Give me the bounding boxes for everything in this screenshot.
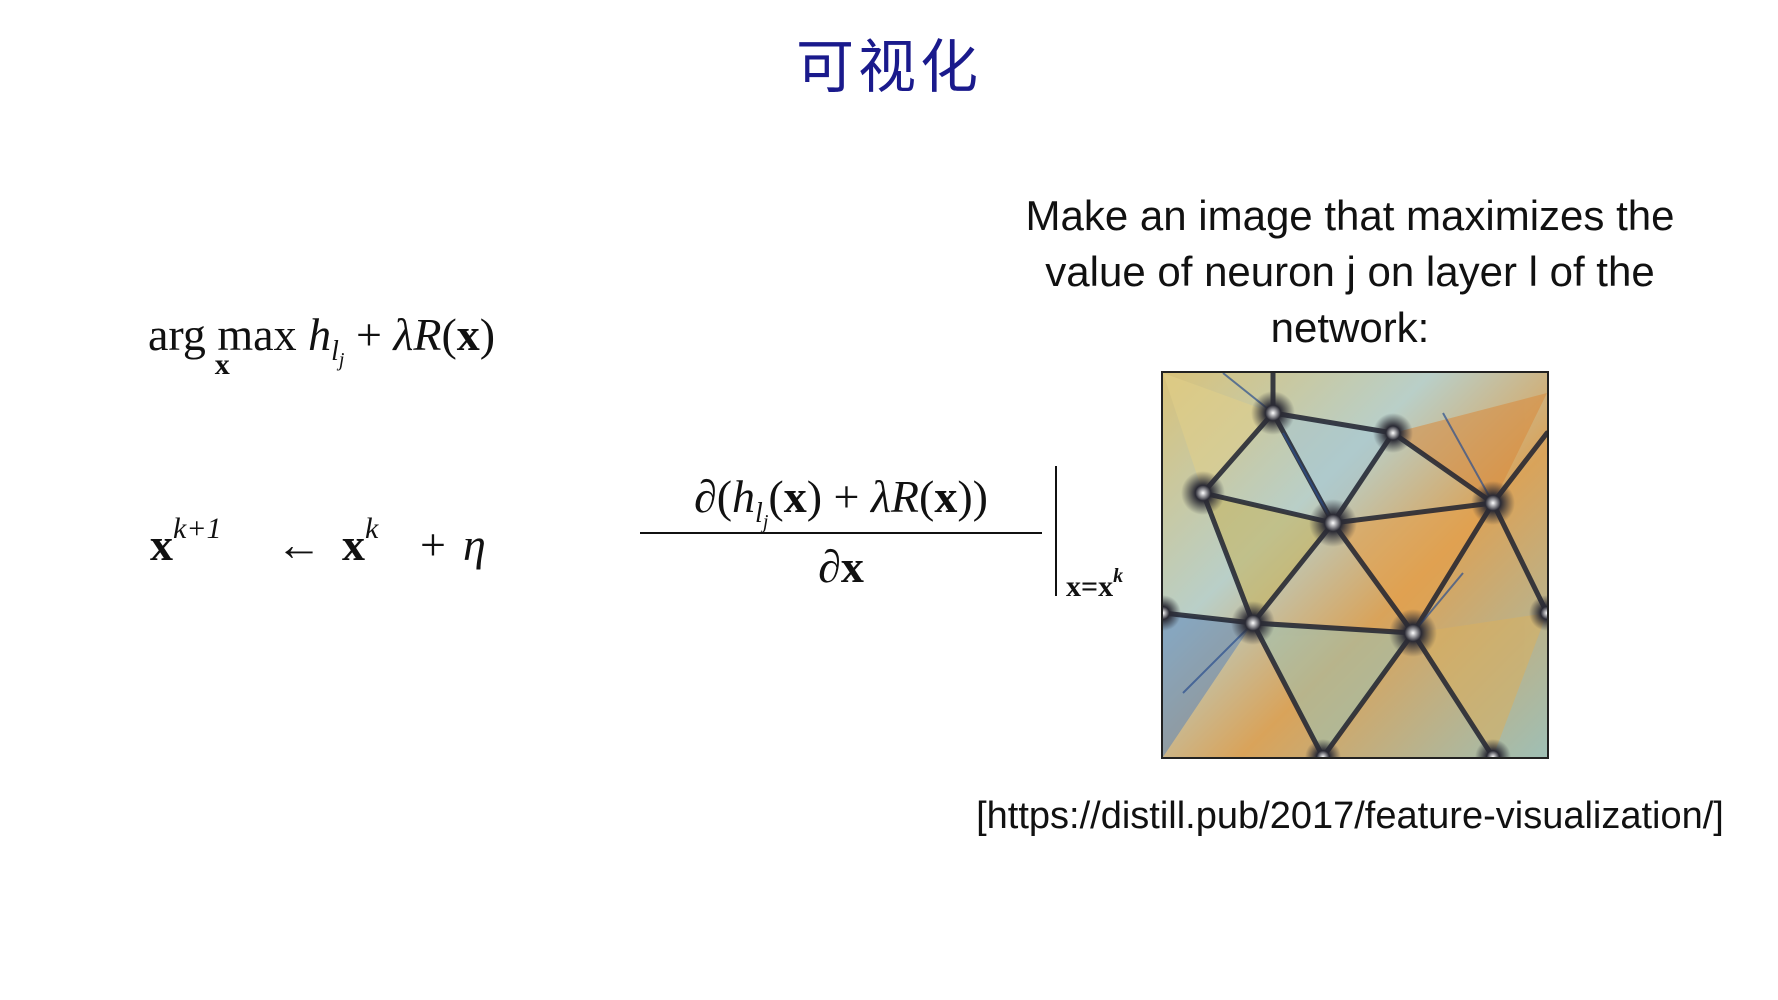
gradient-numerator: ∂(hlj(x) + λR(x)) (693, 471, 988, 533)
objective-plus: + (355, 309, 382, 360)
description-text: Make an image that maximizes the value o… (1025, 192, 1675, 351)
objective-formula: arg max x hlj + λR(x) (148, 308, 496, 381)
fraction-bar (640, 532, 1042, 534)
argmax-operator: arg max x (148, 309, 297, 381)
argmax-subscript: x (214, 348, 230, 381)
update-arrow: ← (276, 519, 322, 570)
update-plus: + (420, 519, 446, 570)
slide-title: 可视化 (795, 33, 982, 101)
objective-lparen: ( (441, 309, 457, 360)
update-lhs-exponent: k+1 (173, 512, 222, 545)
citation-link[interactable]: [https://distill.pub/2017/feature-visual… (976, 795, 1724, 837)
update-xk-exponent: k (365, 512, 379, 545)
evaluation-subscript: x=xk (1066, 565, 1124, 603)
objective-x: x (456, 309, 480, 360)
update-xk: xk (342, 512, 379, 571)
objective-h: h (308, 309, 332, 360)
gradient-denominator: ∂x (818, 541, 864, 592)
objective-j: j (338, 349, 345, 371)
objective-rparen: ) (479, 309, 496, 360)
feature-visualization-image (1161, 371, 1549, 759)
update-eta: η (463, 519, 486, 570)
gradient-fraction: ∂(hlj(x) + λR(x)) ∂x (640, 470, 1042, 593)
update-lhs: xk+1 (150, 512, 222, 571)
objective-l: l (331, 336, 339, 367)
objective-lambda: λ (393, 309, 414, 360)
objective-R: R (413, 309, 442, 360)
evaluation-bar (1055, 466, 1057, 596)
